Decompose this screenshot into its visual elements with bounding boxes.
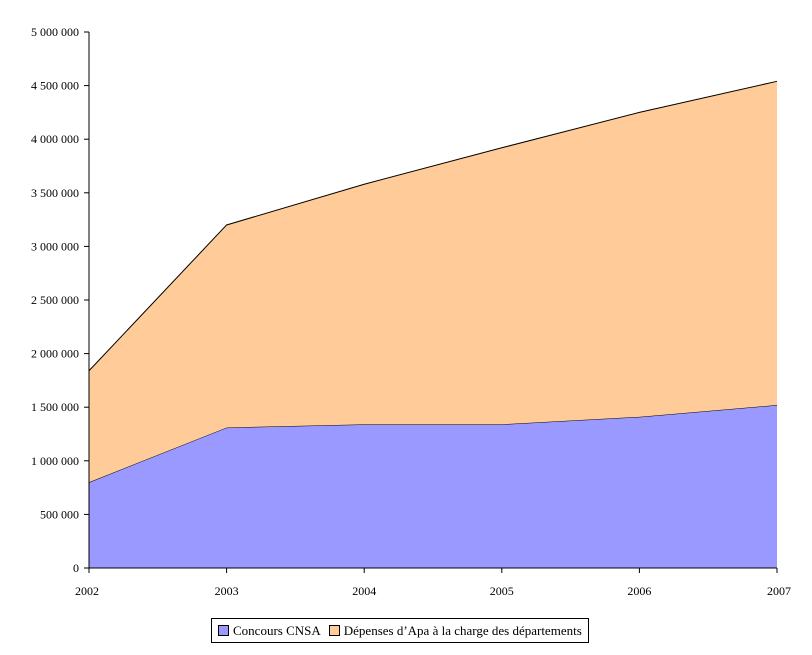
legend-swatch-concours-cnsa bbox=[218, 625, 229, 636]
y-tick-label: 1 000 000 bbox=[31, 454, 79, 468]
y-axis-ticks: 0 500 000 1 000 000 1 500 000 2 000 000 2 500… bbox=[31, 25, 89, 575]
y-tick-label: 5 000 000 bbox=[31, 25, 79, 39]
legend-label-depenses-apa: Dépenses d’Apa à la charge des départeme… bbox=[343, 622, 582, 638]
x-tick-label: 2007 bbox=[767, 584, 791, 598]
x-tick-label: 2006 bbox=[627, 584, 651, 598]
y-tick-label: 500 000 bbox=[40, 507, 79, 521]
x-axis-ticks: 2002 2003 2004 2005 2006 2007 bbox=[75, 568, 791, 598]
series-areas bbox=[88, 80, 778, 568]
area-edge-depenses-apa bbox=[88, 80, 778, 372]
y-tick-label: 3 000 000 bbox=[31, 239, 79, 253]
x-tick-label: 2003 bbox=[215, 584, 239, 598]
legend: Concours CNSA Dépenses d’Apa à la charge… bbox=[211, 618, 589, 643]
area-concours-cnsa bbox=[89, 405, 777, 568]
x-tick-label: 2002 bbox=[75, 584, 99, 598]
x-tick-label: 2004 bbox=[352, 584, 376, 598]
y-tick-label: 0 bbox=[73, 561, 79, 575]
y-tick-label: 4 500 000 bbox=[31, 79, 79, 93]
y-tick-label: 3 500 000 bbox=[31, 186, 79, 200]
x-tick-label: 2005 bbox=[490, 584, 514, 598]
legend-label-concours-cnsa: Concours CNSA bbox=[233, 622, 321, 638]
y-tick-label: 2 500 000 bbox=[31, 293, 79, 307]
legend-item-depenses-apa: Dépenses d’Apa à la charge des départeme… bbox=[328, 622, 582, 639]
y-tick-label: 4 000 000 bbox=[31, 132, 79, 146]
y-tick-label: 1 500 000 bbox=[31, 400, 79, 414]
area-depenses-apa bbox=[89, 81, 777, 483]
y-tick-label: 2 000 000 bbox=[31, 347, 79, 361]
legend-item-concours-cnsa: Concours CNSA bbox=[218, 623, 321, 639]
legend-swatch-depenses-apa bbox=[328, 625, 340, 636]
